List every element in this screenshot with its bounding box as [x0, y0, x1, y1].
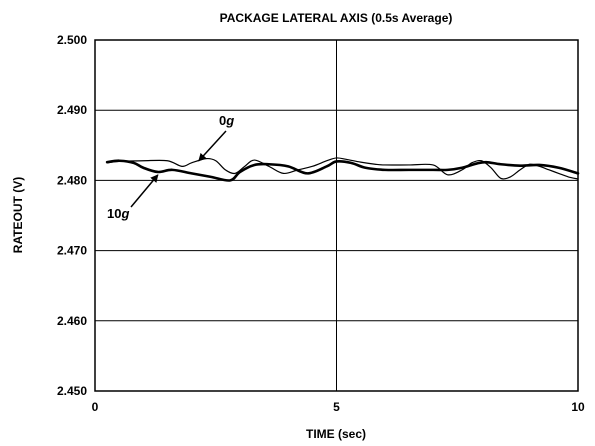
- x-tick-label: 0: [92, 400, 99, 414]
- series-lines: [105, 157, 580, 182]
- y-tick-label: 2.450: [57, 384, 87, 398]
- annotation-label-10g-number: 10: [107, 206, 121, 221]
- x-tick-labels: 0 5 10: [92, 400, 585, 414]
- annotations: 0g 10g: [107, 113, 234, 221]
- annotation-label-0g: 0g: [219, 113, 234, 128]
- series-line-10g: [105, 159, 580, 182]
- grid: [94, 39, 579, 392]
- y-tick-label: 2.500: [57, 33, 87, 47]
- y-tick-label: 2.490: [57, 103, 87, 117]
- y-tick-label: 2.480: [57, 173, 87, 187]
- x-axis-label: TIME (sec): [306, 427, 366, 441]
- x-tick-label: 10: [571, 400, 585, 414]
- series-line-0g: [106, 157, 579, 180]
- annotation-label-0g-number: 0: [219, 113, 226, 128]
- x-tick-label: 5: [333, 400, 340, 414]
- annotation-label-0g-unit: g: [225, 113, 234, 128]
- annotation-label-10g: 10g: [107, 206, 129, 221]
- annotation-arrow-10g: [130, 174, 159, 208]
- chart-title: PACKAGE LATERAL AXIS (0.5s Average): [220, 11, 453, 25]
- annotation-arrow-0g: [198, 130, 227, 162]
- y-tick-label: 2.470: [57, 244, 87, 258]
- y-tick-labels: 2.450 2.460 2.470 2.480 2.490 2.500: [57, 33, 87, 398]
- plot-area: [94, 39, 579, 392]
- annotation-label-10g-unit: g: [120, 206, 129, 221]
- y-axis-label: RATEOUT (V): [11, 177, 25, 253]
- y-tick-label: 2.460: [57, 314, 87, 328]
